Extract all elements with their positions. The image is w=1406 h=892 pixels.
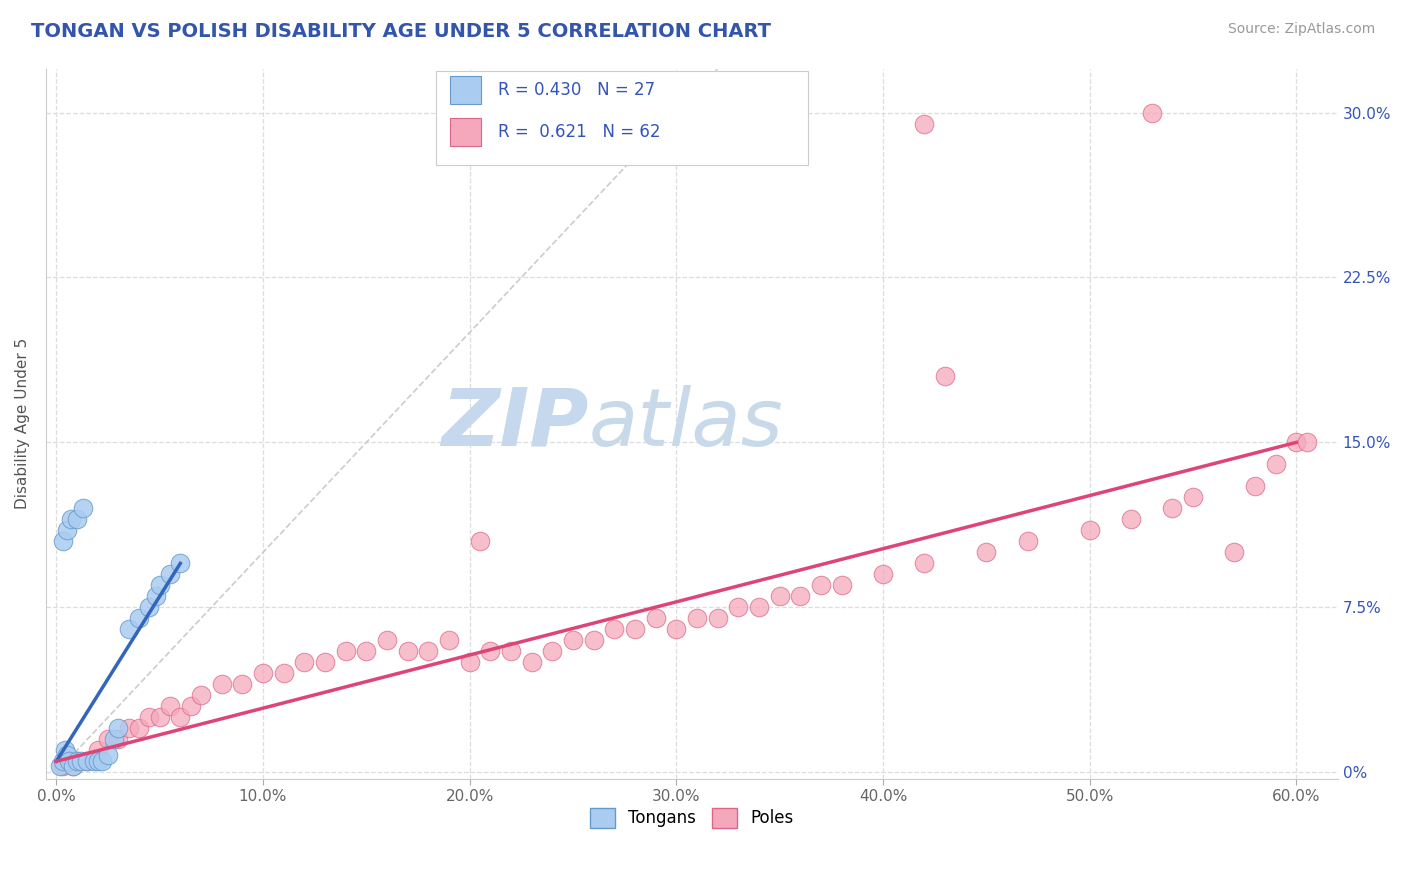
Point <box>117 623 139 637</box>
Point <box>180 699 202 714</box>
Point <box>356 644 378 658</box>
Point <box>872 567 894 582</box>
Point <box>51 755 73 769</box>
Point <box>292 656 315 670</box>
Point <box>138 710 160 724</box>
Point <box>128 722 150 736</box>
Point <box>1223 545 1246 559</box>
Point <box>810 578 832 592</box>
Point <box>665 623 688 637</box>
Point <box>72 501 94 516</box>
Point <box>499 644 522 658</box>
Point <box>1295 435 1317 450</box>
Point <box>97 732 120 747</box>
Legend: Tongans, Poles: Tongans, Poles <box>583 801 800 835</box>
Point <box>582 633 605 648</box>
Point <box>58 755 80 769</box>
Point <box>418 644 440 658</box>
Point <box>76 755 98 769</box>
Text: Source: ZipAtlas.com: Source: ZipAtlas.com <box>1227 22 1375 37</box>
Point <box>603 623 626 637</box>
Point <box>934 369 956 384</box>
Point <box>1161 501 1184 516</box>
Point <box>748 600 770 615</box>
Point <box>49 758 72 772</box>
Point <box>66 755 89 769</box>
Point <box>76 755 98 769</box>
Point <box>562 633 585 648</box>
Point <box>55 747 77 762</box>
Point <box>252 666 274 681</box>
Point <box>769 590 792 604</box>
Point <box>107 732 129 747</box>
Text: TONGAN VS POLISH DISABILITY AGE UNDER 5 CORRELATION CHART: TONGAN VS POLISH DISABILITY AGE UNDER 5 … <box>31 22 770 41</box>
Point <box>97 747 120 762</box>
Point <box>437 633 460 648</box>
Text: R = 0.430   N = 27: R = 0.430 N = 27 <box>498 81 655 99</box>
Point <box>66 755 89 769</box>
Point <box>396 644 419 658</box>
Point <box>314 656 336 670</box>
Point <box>273 666 295 681</box>
Point <box>1181 491 1204 505</box>
Point <box>468 534 491 549</box>
Point <box>62 758 84 772</box>
Point <box>59 512 82 526</box>
Point <box>55 755 77 769</box>
Point <box>335 644 357 658</box>
Point <box>103 732 125 747</box>
Point <box>149 710 172 724</box>
Point <box>86 743 108 757</box>
Point <box>1244 479 1267 493</box>
Point <box>1119 512 1142 526</box>
Point <box>912 116 935 130</box>
Point <box>1140 105 1163 120</box>
Point <box>1285 435 1308 450</box>
Point <box>90 755 112 769</box>
Point <box>70 755 93 769</box>
Point <box>520 656 543 670</box>
Point <box>458 656 481 670</box>
Text: R =  0.621   N = 62: R = 0.621 N = 62 <box>498 123 661 141</box>
Point <box>51 758 73 772</box>
Point <box>55 524 77 538</box>
Y-axis label: Disability Age Under 5: Disability Age Under 5 <box>15 338 30 509</box>
Point <box>159 699 181 714</box>
Point <box>86 755 108 769</box>
Point <box>211 677 233 691</box>
Point <box>1264 458 1286 472</box>
Point <box>83 755 105 769</box>
Point <box>479 644 502 658</box>
Point <box>789 590 811 604</box>
Point <box>1078 524 1101 538</box>
Point <box>974 545 997 559</box>
Point <box>128 611 150 625</box>
Point <box>149 578 172 592</box>
Point <box>107 722 129 736</box>
Text: ZIP: ZIP <box>441 384 589 463</box>
Point <box>51 534 73 549</box>
Point <box>138 600 160 615</box>
Point <box>145 590 167 604</box>
Point <box>706 611 728 625</box>
Point <box>831 578 853 592</box>
Point <box>912 557 935 571</box>
Point <box>117 722 139 736</box>
Point <box>1017 534 1039 549</box>
Point <box>169 557 191 571</box>
Point <box>541 644 564 658</box>
Text: atlas: atlas <box>589 384 783 463</box>
Point <box>727 600 749 615</box>
Point <box>62 758 84 772</box>
Point <box>624 623 647 637</box>
Point <box>53 743 76 757</box>
Point <box>375 633 398 648</box>
Point <box>190 689 212 703</box>
Point <box>66 512 89 526</box>
Point <box>686 611 709 625</box>
Point <box>169 710 191 724</box>
Point <box>644 611 666 625</box>
Point <box>231 677 253 691</box>
Point <box>159 567 181 582</box>
